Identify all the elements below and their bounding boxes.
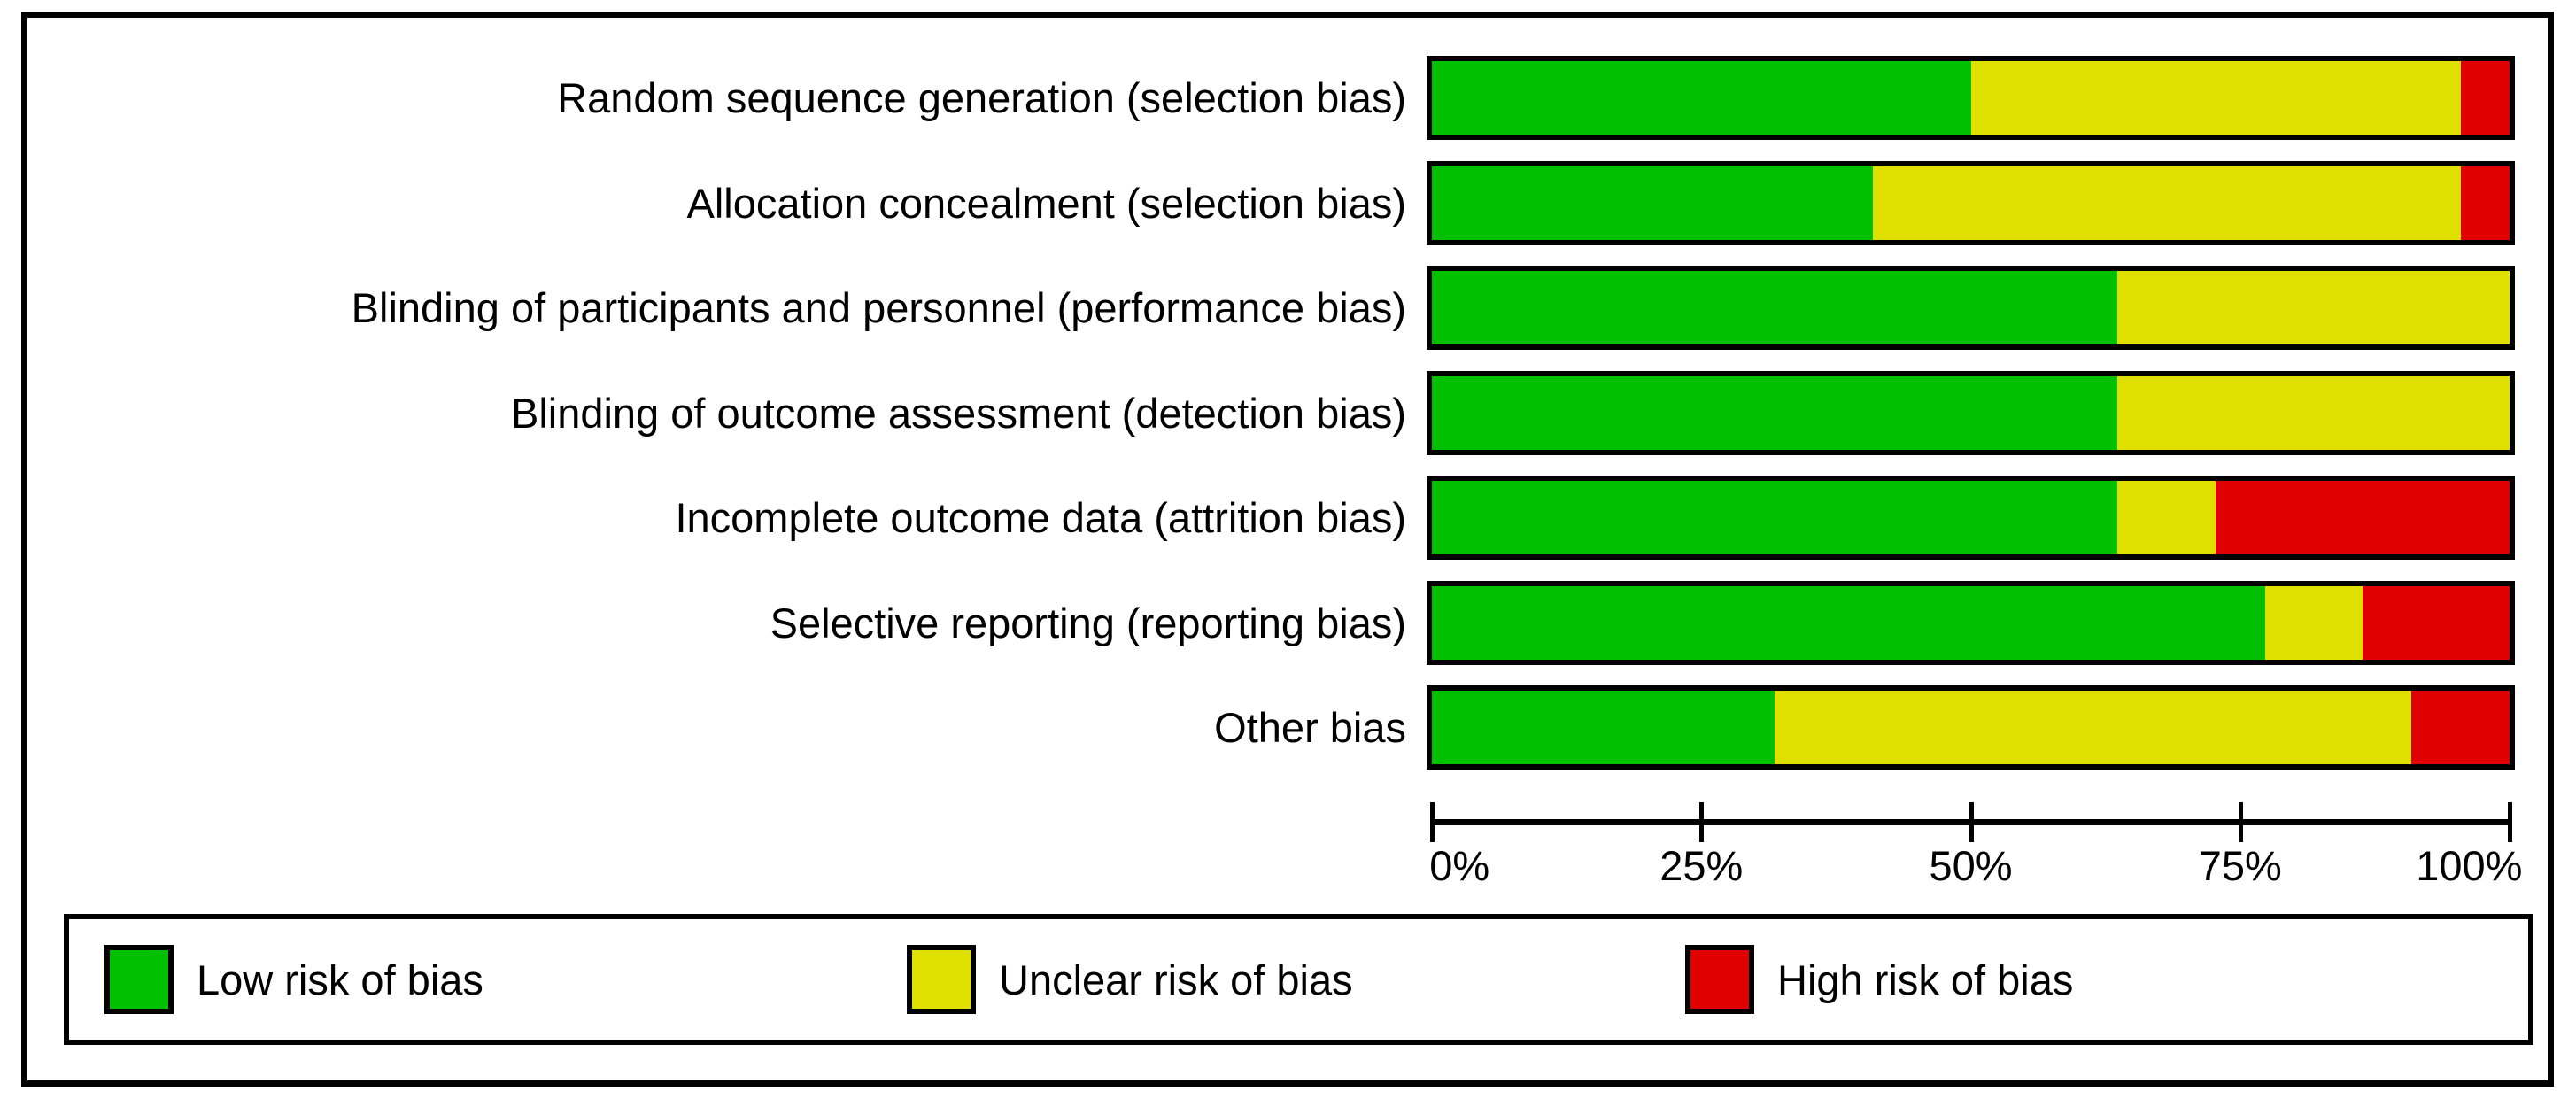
- axis-tick-label: 50%: [1929, 842, 2013, 889]
- bar-segment-high: [2215, 481, 2510, 554]
- legend-box: Low risk of bias Unclear risk of bias High…: [64, 914, 2533, 1045]
- row-label-1: Random sequence generation (selection bi…: [557, 74, 1406, 121]
- bar-segment-low: [1432, 271, 2117, 344]
- bar-segment-high: [2461, 61, 2510, 135]
- axis-tick-label: 25%: [1659, 842, 1744, 889]
- axis-tick-100%: [2508, 802, 2512, 842]
- axis-tick-75%: [2238, 802, 2243, 842]
- legend-label-low-risk: Low risk of bias: [197, 956, 483, 1003]
- row-label-4: Blinding of outcome assessment (detectio…: [510, 390, 1406, 437]
- risk-bar-2: [1427, 161, 2515, 245]
- bar-segment-low: [1432, 691, 1775, 764]
- bar-segment-low: [1432, 586, 2265, 660]
- axis-tick-0%: [1430, 802, 1435, 842]
- bar-segment-unclear: [2117, 481, 2216, 554]
- axis-tick-50%: [1969, 802, 1974, 842]
- axis-tick-label: 75%: [2198, 842, 2282, 889]
- axis-tick-label: 100%: [2416, 842, 2523, 889]
- row-label-6: Selective reporting (reporting bias): [770, 600, 1406, 646]
- row-label-3: Blinding of participants and personnel (…: [351, 284, 1406, 331]
- risk-bar-4: [1427, 371, 2515, 455]
- risk-bar-3: [1427, 266, 2515, 350]
- axis-tick-label: 0%: [1429, 842, 1490, 889]
- bar-segment-low: [1432, 166, 1873, 240]
- bar-segment-unclear: [2117, 376, 2510, 450]
- bar-segment-high: [2411, 691, 2510, 764]
- bar-segment-high: [2363, 586, 2510, 660]
- bar-segment-unclear: [1775, 691, 2412, 764]
- bar-segment-low: [1432, 61, 1971, 135]
- legend-label-unclear-risk: Unclear risk of bias: [999, 956, 1353, 1003]
- bar-segment-unclear: [2117, 271, 2510, 344]
- legend-swatch-high-risk: [1685, 945, 1754, 1014]
- bar-segment-unclear: [1970, 61, 2462, 135]
- axis-tick-25%: [1699, 802, 1705, 842]
- risk-bar-6: [1427, 581, 2515, 665]
- bar-segment-unclear: [1872, 166, 2462, 240]
- bar-segment-unclear: [2264, 586, 2363, 660]
- bar-segment-high: [2461, 166, 2510, 240]
- legend-item-unclear-risk: Unclear risk of bias: [907, 919, 1353, 1040]
- bar-segment-low: [1432, 481, 2117, 554]
- row-label-5: Incomplete outcome data (attrition bias): [675, 494, 1406, 541]
- legend-item-high-risk: High risk of bias: [1685, 919, 2073, 1040]
- bar-segment-low: [1432, 376, 2117, 450]
- legend-item-low-risk: Low risk of bias: [104, 919, 483, 1040]
- risk-bar-1: [1427, 56, 2515, 140]
- legend-swatch-unclear-risk: [907, 945, 976, 1014]
- risk-bar-5: [1427, 476, 2515, 560]
- legend-label-high-risk: High risk of bias: [1777, 956, 2074, 1003]
- row-label-7: Other bias: [1214, 704, 1406, 751]
- risk-bar-7: [1427, 685, 2515, 770]
- legend-swatch-low-risk: [104, 945, 174, 1014]
- row-label-2: Allocation concealment (selection bias): [686, 180, 1406, 227]
